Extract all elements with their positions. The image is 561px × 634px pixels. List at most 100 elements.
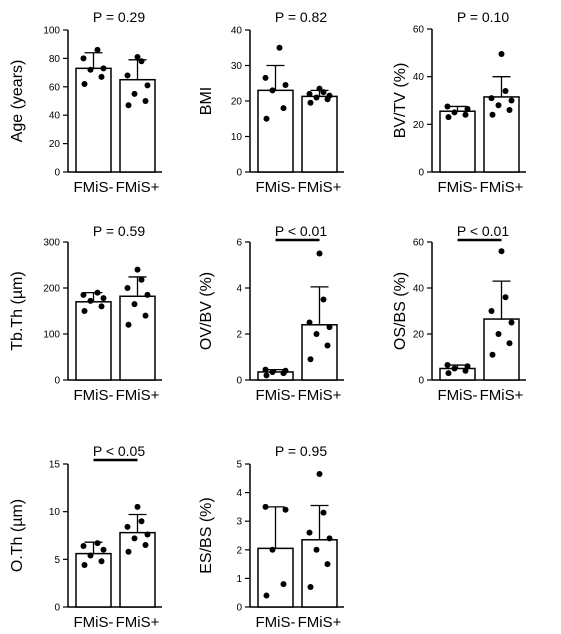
- data-point: [131, 90, 138, 97]
- data-point: [87, 297, 94, 304]
- data-point: [124, 285, 131, 291]
- bar-FMiS-: [75, 67, 112, 173]
- x-tick-label: FMiS+: [298, 614, 342, 631]
- data-point: [125, 321, 132, 328]
- y-tick-label: 2: [236, 545, 242, 556]
- data-point: [144, 291, 151, 298]
- bar-FMiS-: [439, 110, 476, 173]
- data-point: [142, 542, 149, 549]
- bar-FMiS+: [483, 318, 520, 381]
- y-tick-label: 0: [54, 603, 60, 614]
- data-point: [306, 319, 313, 326]
- data-point: [488, 308, 495, 314]
- data-point: [263, 372, 270, 379]
- data-point: [444, 103, 451, 110]
- y-axis-label: ES/BS (%): [198, 497, 215, 573]
- data-point: [263, 115, 270, 122]
- data-point: [506, 340, 513, 347]
- data-point: [282, 367, 289, 374]
- data-point: [445, 370, 452, 377]
- y-axis-label: OV/BV (%): [198, 272, 215, 350]
- panel-3: 0 20 40 60 BV/TV (%) FMiS- FMiS+ P = 0.10: [392, 9, 526, 196]
- data-point: [495, 102, 502, 109]
- data-point: [498, 248, 505, 255]
- y-axis-label: BMI: [198, 87, 215, 115]
- y-tick-label: 0: [236, 603, 242, 614]
- x-tick-label: FMiS+: [116, 179, 160, 196]
- x-tick-label: FMiS+: [116, 387, 160, 404]
- p-value-label: P = 0.95: [275, 443, 328, 459]
- data-point: [326, 535, 333, 542]
- data-point: [316, 250, 323, 257]
- y-tick-label: 1: [236, 574, 242, 585]
- data-point: [100, 546, 107, 553]
- panel-4: 0 100 200 300 Tb.Th (µm) FMiS- FMiS+ P = 0.59: [9, 223, 162, 404]
- data-point: [144, 82, 151, 89]
- y-tick-label: 60: [413, 25, 425, 36]
- y-axis-label: O.Th (µm): [9, 499, 26, 572]
- data-point: [81, 562, 88, 569]
- data-point: [316, 85, 323, 92]
- data-point: [80, 542, 87, 549]
- data-point: [502, 87, 509, 94]
- data-point: [324, 561, 331, 568]
- data-point: [451, 109, 458, 116]
- y-tick-label: 4: [236, 284, 242, 295]
- y-tick-label: 5: [236, 460, 242, 471]
- data-point: [80, 55, 87, 62]
- data-point: [324, 342, 331, 349]
- data-point: [462, 367, 469, 374]
- y-tick-label: 0: [236, 376, 242, 387]
- x-tick-label: FMiS-: [256, 179, 296, 196]
- data-point: [142, 312, 149, 319]
- data-point: [282, 82, 289, 89]
- data-point: [87, 552, 94, 559]
- y-tick-label: 0: [418, 168, 424, 179]
- p-value-label: P = 0.29: [93, 9, 146, 25]
- y-tick-label: 80: [49, 54, 61, 65]
- data-point: [125, 548, 132, 555]
- p-value-label: P = 0.10: [457, 9, 510, 25]
- y-tick-label: 60: [413, 238, 425, 249]
- data-point: [320, 296, 327, 303]
- data-point: [326, 324, 333, 331]
- x-tick-label: FMiS+: [116, 614, 160, 631]
- data-point: [262, 503, 269, 510]
- x-tick-label: FMiS+: [298, 387, 342, 404]
- y-tick-label: 300: [43, 238, 60, 249]
- data-point: [307, 356, 314, 363]
- data-point: [495, 331, 502, 337]
- y-tick-label: 40: [231, 26, 243, 37]
- y-tick-label: 20: [413, 120, 425, 131]
- data-point: [489, 351, 496, 358]
- panel-8: 0 1 2 3 4 5 ES/BS (%) FMiS- FMiS+ P = 0.95: [198, 443, 344, 631]
- data-point: [87, 66, 94, 73]
- bar-FMiS+: [301, 539, 338, 608]
- data-point: [313, 546, 320, 553]
- y-tick-label: 20: [413, 330, 425, 341]
- y-tick-label: 40: [413, 284, 425, 295]
- bar-FMiS+: [301, 324, 338, 381]
- data-point: [508, 97, 515, 104]
- data-point: [506, 107, 513, 114]
- y-axis-label: Age (years): [9, 60, 26, 143]
- y-tick-label: 4: [236, 488, 242, 499]
- data-point: [138, 518, 145, 525]
- y-tick-label: 30: [231, 61, 243, 72]
- data-point: [134, 53, 141, 60]
- bar-FMiS-: [257, 371, 294, 381]
- x-tick-label: FMiS-: [256, 614, 296, 631]
- data-point: [94, 289, 101, 296]
- panel-6: 0 20 40 60 OS/BS (%) FMiS- FMiS+ P < 0.01: [392, 223, 526, 404]
- y-axis-label: Tb.Th (µm): [9, 271, 26, 350]
- p-value-label: P = 0.59: [93, 223, 146, 239]
- data-point: [142, 98, 149, 104]
- y-axis-label: BV/TV (%): [392, 63, 409, 139]
- y-tick-label: 0: [418, 376, 424, 387]
- data-point: [131, 301, 138, 308]
- y-tick-label: 5: [54, 555, 60, 566]
- data-point: [98, 558, 105, 565]
- data-point: [280, 105, 287, 112]
- data-point: [100, 295, 107, 302]
